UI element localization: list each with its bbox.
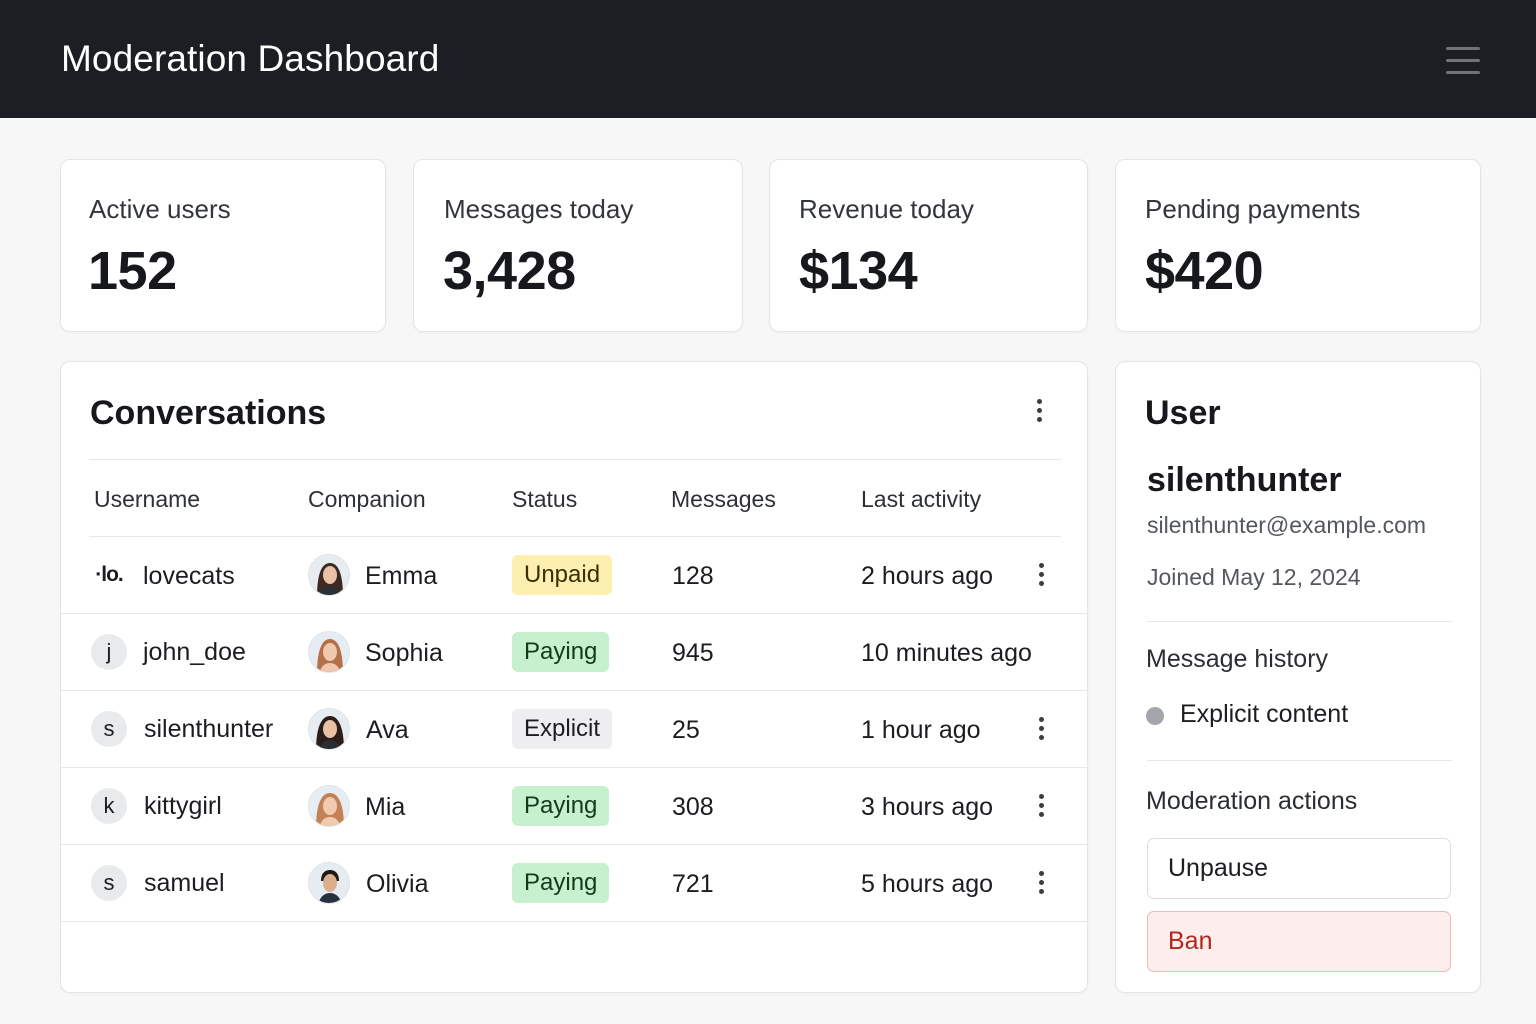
section-divider <box>1147 760 1452 761</box>
stat-card-messages-today: Messages today 3,428 <box>413 159 743 332</box>
row-more-icon[interactable] <box>1029 791 1053 821</box>
table-row[interactable]: s samuel Olivia Paying 721 5 hours ago <box>61 845 1089 921</box>
user-username: silenthunter <box>1147 461 1342 499</box>
table-row[interactable]: k kittygirl Mia Paying 308 3 hours ago <box>61 768 1089 844</box>
row-more-icon[interactable] <box>1029 714 1053 744</box>
stat-value: $134 <box>799 241 918 301</box>
stat-label: Revenue today <box>799 194 974 224</box>
last-activity-cell: 5 hours ago <box>861 870 994 898</box>
column-header-messages: Messages <box>671 486 776 512</box>
stat-card-pending-payments: Pending payments $420 <box>1115 159 1481 332</box>
stat-value: 3,428 <box>443 241 576 301</box>
messages-cell: 308 <box>672 793 714 821</box>
companion-avatar <box>308 554 350 596</box>
user-initial: s <box>91 711 127 747</box>
stat-label: Pending payments <box>1145 194 1361 224</box>
moderation-actions-title: Moderation actions <box>1146 787 1358 815</box>
user-panel-title: User <box>1145 394 1221 432</box>
message-history-title: Message history <box>1146 645 1329 673</box>
companion-cell: Sophia <box>365 639 443 667</box>
stat-card-active-users: Active users 152 <box>60 159 386 332</box>
companion-avatar <box>308 708 350 750</box>
user-email: silenthunter@example.com <box>1147 512 1427 538</box>
column-header-username: Username <box>94 486 201 512</box>
username-cell: lovecats <box>143 562 235 590</box>
companion-cell: Olivia <box>366 870 429 898</box>
messages-cell: 128 <box>672 562 714 590</box>
status-badge: Explicit <box>512 709 613 749</box>
stat-value: 152 <box>88 241 177 301</box>
row-more-icon[interactable] <box>1029 868 1053 898</box>
table-row[interactable]: ·lo. lovecats Emma Unpaid 128 2 hours ag… <box>61 537 1089 613</box>
row-divider <box>89 536 1061 537</box>
user-panel: User silenthunter silenthunter@example.c… <box>1115 361 1481 993</box>
row-more-icon[interactable] <box>1029 560 1053 590</box>
row-divider <box>61 767 1089 768</box>
last-activity-cell: 2 hours ago <box>861 562 994 590</box>
history-status-dot-icon <box>1146 707 1164 725</box>
last-activity-cell: 3 hours ago <box>861 793 994 821</box>
username-cell: silenthunter <box>144 715 274 743</box>
row-divider <box>61 613 1089 614</box>
messages-cell: 945 <box>672 639 714 667</box>
history-item: Explicit content <box>1180 700 1349 728</box>
status-badge: Paying <box>512 632 610 672</box>
last-activity-cell: 10 minutes ago <box>861 639 1032 667</box>
section-divider <box>1147 621 1452 622</box>
table-row[interactable]: j john_doe Sophia Paying 945 10 minutes … <box>61 614 1089 690</box>
messages-cell: 721 <box>672 870 714 898</box>
column-header-companion: Companion <box>308 486 426 512</box>
stat-label: Messages today <box>444 194 634 224</box>
ban-button[interactable]: Ban <box>1147 911 1451 972</box>
companion-avatar <box>308 631 350 673</box>
user-initial: s <box>91 865 127 901</box>
companion-avatar <box>308 785 350 827</box>
table-row[interactable]: s silenthunter Ava Explicit 25 1 hour ag… <box>61 691 1089 767</box>
status-badge: Paying <box>512 863 610 903</box>
conversations-card: Conversations Username Companion Status … <box>60 361 1089 993</box>
username-cell: john_doe <box>143 638 246 666</box>
status-badge: Paying <box>512 786 610 826</box>
conversations-more-icon[interactable] <box>1027 396 1051 426</box>
row-divider <box>61 690 1089 691</box>
last-activity-cell: 1 hour ago <box>861 716 981 744</box>
messages-cell: 25 <box>672 716 700 744</box>
username-cell: samuel <box>144 869 225 897</box>
row-divider <box>61 921 1089 922</box>
stat-card-revenue-today: Revenue today $134 <box>769 159 1088 332</box>
column-header-last-activity: Last activity <box>861 486 982 512</box>
hamburger-menu-icon[interactable] <box>1442 44 1484 78</box>
user-joined-date: Joined May 12, 2024 <box>1147 564 1361 590</box>
user-initial: j <box>91 634 127 670</box>
companion-avatar <box>308 862 350 904</box>
username-cell: kittygirl <box>144 792 222 820</box>
status-badge: Unpaid <box>512 555 613 595</box>
user-initial: ·lo. <box>95 563 124 586</box>
stat-value: $420 <box>1145 241 1264 301</box>
column-header-status: Status <box>512 486 578 512</box>
header-divider <box>89 459 1061 460</box>
stat-label: Active users <box>89 194 231 224</box>
conversations-title: Conversations <box>90 394 327 432</box>
app-title: Moderation Dashboard <box>61 38 440 79</box>
row-divider <box>61 844 1089 845</box>
user-initial: k <box>91 788 127 824</box>
companion-cell: Mia <box>365 793 406 821</box>
companion-cell: Emma <box>365 562 438 590</box>
companion-cell: Ava <box>366 716 409 744</box>
top-bar: Moderation Dashboard <box>0 0 1536 118</box>
unpause-button[interactable]: Unpause <box>1147 838 1451 899</box>
